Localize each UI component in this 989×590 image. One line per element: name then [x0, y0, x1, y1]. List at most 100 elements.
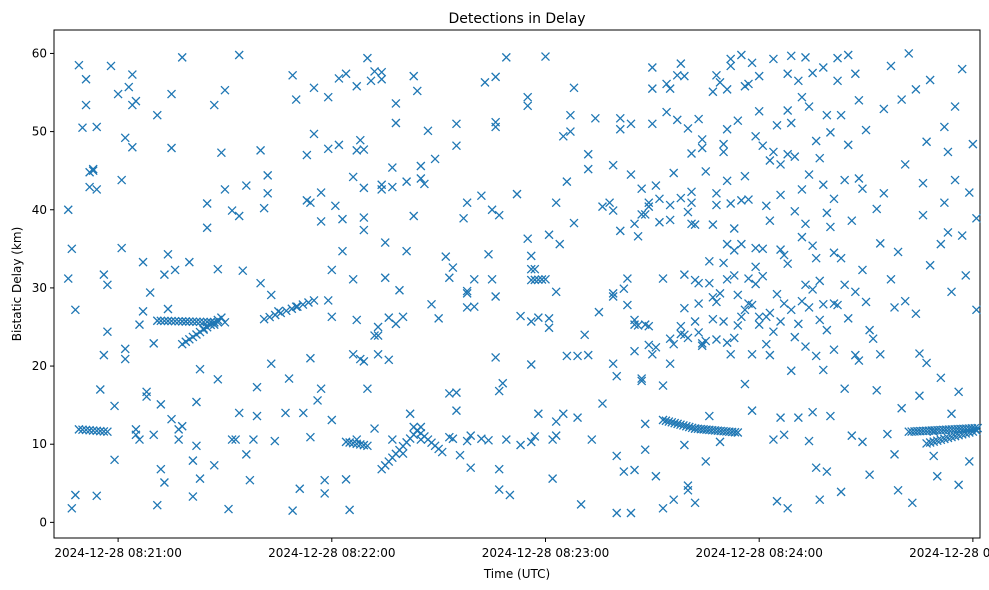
- data-point-260: [551, 417, 561, 427]
- data-point-326: [651, 471, 661, 481]
- data-point-551: [886, 61, 896, 71]
- data-point-508: [822, 467, 832, 477]
- data-point-229: [494, 386, 504, 396]
- data-point-70: [195, 364, 205, 374]
- data-point-428: [747, 406, 757, 416]
- data-point-499: [815, 315, 825, 325]
- data-point-408: [729, 270, 739, 280]
- data-point-28: [120, 133, 130, 143]
- y-tick-label: 0: [39, 515, 47, 529]
- data-point-313: [640, 419, 650, 429]
- data-point-563: [911, 84, 921, 94]
- data-point-463: [783, 106, 793, 115]
- data-point-696: [163, 316, 173, 326]
- data-point-392: [719, 139, 729, 149]
- data-point-458: [776, 413, 786, 423]
- data-point-282: [605, 198, 615, 208]
- data-point-171: [384, 355, 394, 365]
- data-point-473: [790, 332, 800, 342]
- data-point-156: [362, 53, 372, 63]
- data-point-210: [462, 288, 472, 298]
- data-point-283: [608, 160, 618, 170]
- data-point-321: [647, 63, 657, 72]
- data-point-354: [683, 207, 693, 217]
- data-point-153: [359, 225, 369, 235]
- data-point-461: [779, 430, 789, 440]
- data-point-284: [608, 206, 618, 215]
- x-axis-ticks: 2024-12-28 08:21:00 2024-12-28 08:22:00 20…: [54, 538, 989, 560]
- data-point-545: [872, 385, 882, 395]
- data-point-64: [184, 257, 194, 267]
- data-point-66: [188, 492, 198, 502]
- data-point-588: [957, 64, 967, 74]
- data-point-169: [380, 238, 390, 248]
- data-point-188: [416, 161, 426, 171]
- data-point-562: [907, 498, 917, 508]
- data-point-88: [234, 211, 244, 221]
- y-tick-label: 20: [32, 359, 47, 373]
- data-point-101: [263, 188, 273, 198]
- data-point-56: [167, 143, 176, 153]
- data-point-237: [516, 311, 526, 321]
- data-point-331: [658, 503, 668, 513]
- data-point-299: [626, 119, 636, 129]
- data-point-722: [216, 313, 226, 323]
- data-point-43: [142, 392, 152, 402]
- data-point-344: [676, 59, 686, 69]
- data-point-216: [476, 191, 486, 201]
- data-point-235: [505, 490, 515, 500]
- data-point-77: [213, 374, 223, 384]
- data-point-100: [263, 170, 273, 180]
- data-point-375: [701, 336, 711, 346]
- data-point-498: [815, 276, 825, 286]
- data-point-15: [92, 122, 102, 132]
- data-point-239: [523, 234, 533, 244]
- data-point-454: [776, 159, 786, 169]
- data-point-196: [444, 273, 454, 283]
- data-point-519: [836, 110, 846, 120]
- data-point-586: [954, 387, 964, 397]
- data-point-371: [697, 143, 707, 153]
- data-point-414: [736, 195, 746, 205]
- data-point-168: [380, 273, 390, 283]
- data-point-293: [615, 226, 625, 236]
- data-point-208: [462, 198, 472, 208]
- data-point-582: [947, 287, 956, 297]
- data-point-472: [790, 206, 800, 216]
- data-point-687: [85, 425, 95, 435]
- data-point-701: [181, 317, 191, 326]
- data-point-501: [818, 63, 828, 72]
- data-point-557: [897, 95, 907, 105]
- data-point-585: [950, 175, 960, 185]
- data-point-279: [594, 307, 604, 317]
- data-point-495: [811, 351, 821, 361]
- data-point-207: [462, 286, 472, 296]
- data-point-110: [291, 95, 301, 105]
- data-point-510: [825, 222, 835, 232]
- data-point-504: [818, 365, 828, 375]
- data-point-179: [398, 312, 408, 322]
- data-point-464: [783, 149, 793, 159]
- data-point-470: [786, 366, 796, 376]
- data-point-226: [491, 292, 501, 301]
- data-point-329: [658, 274, 668, 283]
- data-point-411: [733, 290, 743, 300]
- data-point-576: [936, 373, 946, 383]
- data-point-700: [177, 316, 187, 326]
- data-point-186: [412, 86, 422, 96]
- y-axis-ticks: 0 10 20 30 40 50 60: [32, 46, 54, 529]
- y-tick-label: 40: [32, 203, 47, 217]
- data-point-138: [341, 69, 351, 79]
- data-point-524: [840, 384, 850, 394]
- data-point-337: [665, 334, 675, 344]
- data-point-538: [858, 437, 867, 447]
- data-point-450: [768, 435, 778, 444]
- data-point-706: [199, 317, 209, 327]
- data-point-413: [736, 50, 746, 60]
- data-point-565: [914, 349, 924, 359]
- data-point-370: [697, 134, 707, 144]
- x-tick-label: 2024-12-28 08:23:00: [482, 546, 609, 560]
- data-point-261: [555, 239, 565, 249]
- data-point-59: [174, 435, 184, 444]
- data-point-193: [430, 154, 440, 164]
